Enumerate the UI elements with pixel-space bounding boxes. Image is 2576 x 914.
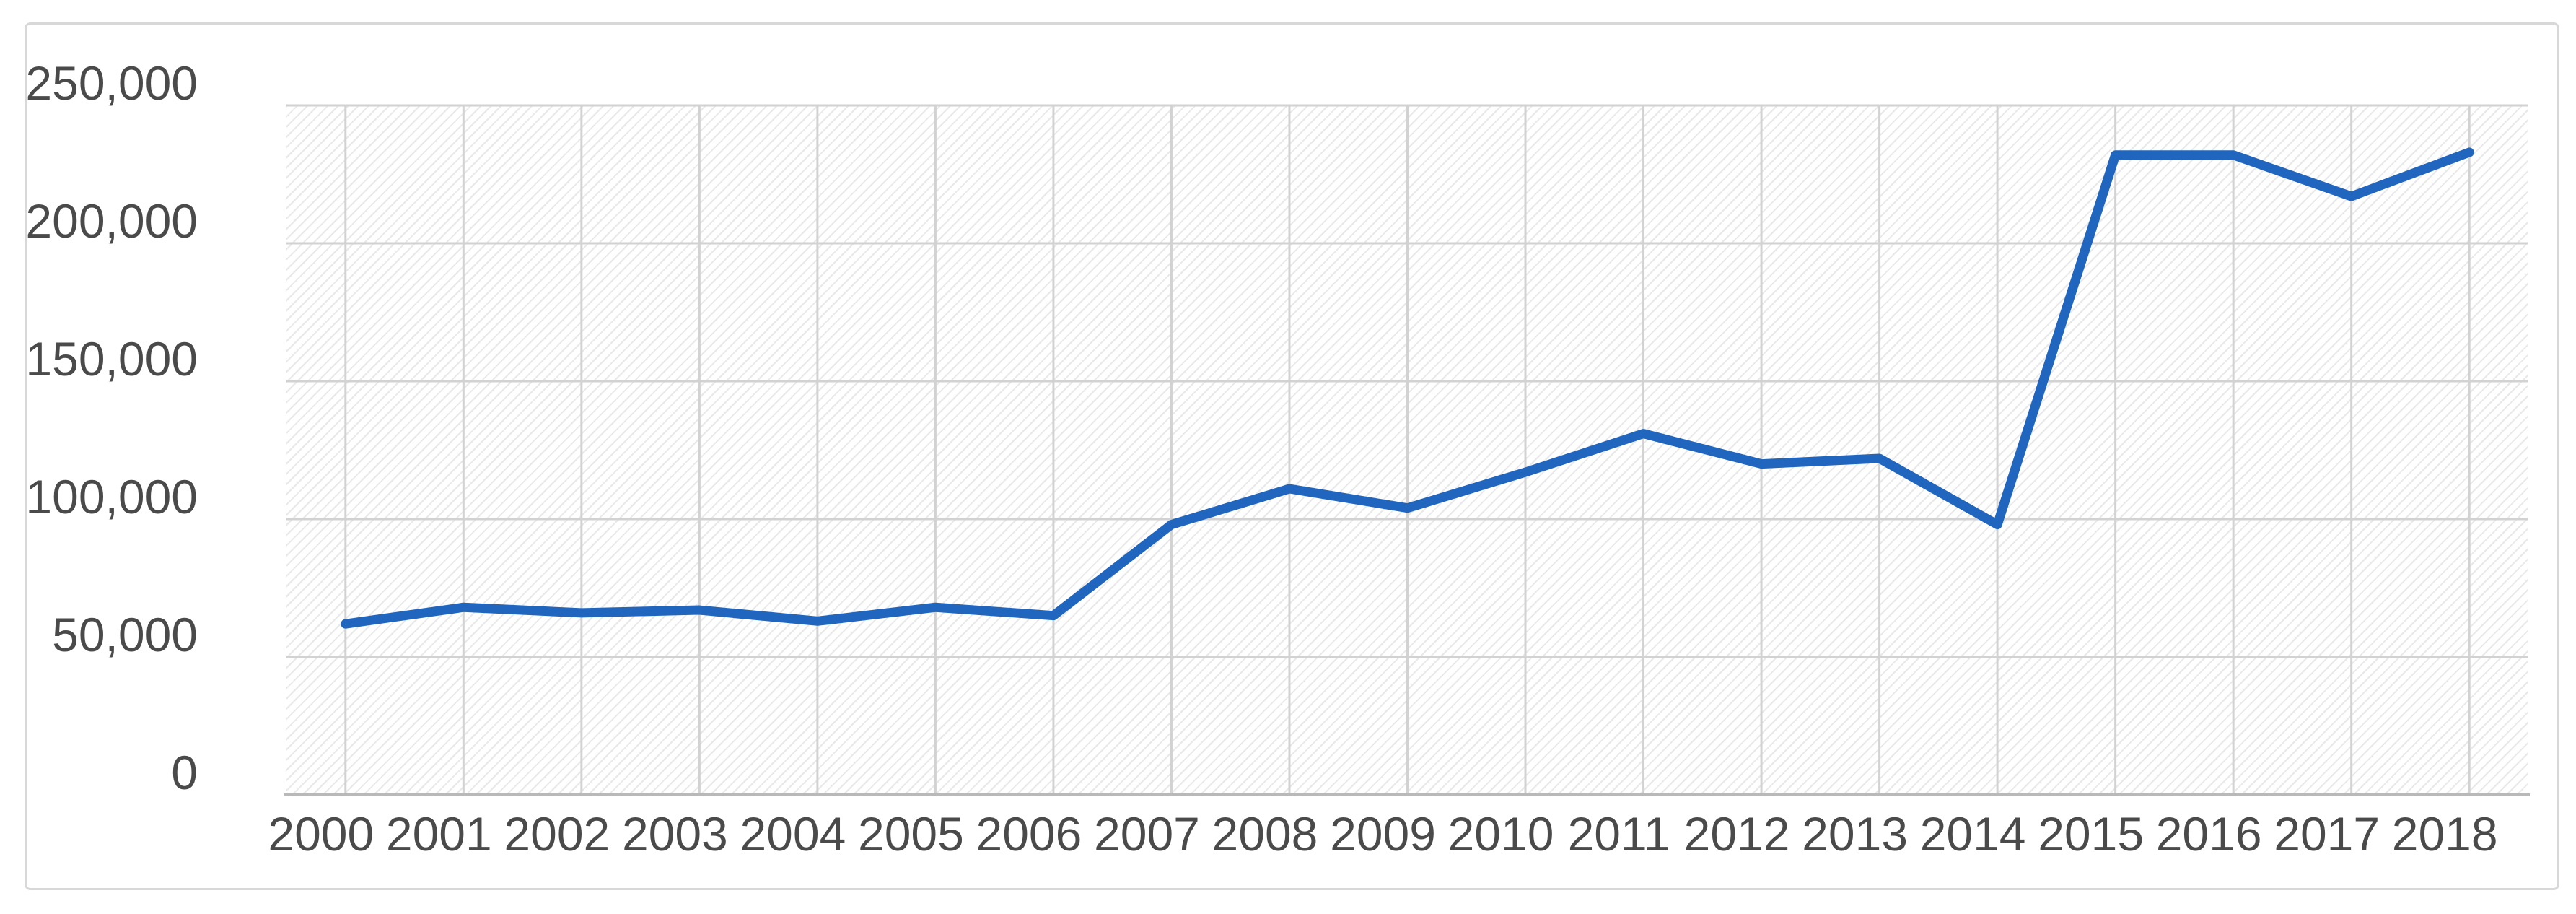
- y-tick-label: 200,000: [25, 194, 198, 248]
- x-tick-label: 2009: [1330, 807, 1436, 861]
- x-tick-label: 2001: [385, 807, 492, 861]
- y-tick-label: 150,000: [25, 332, 198, 386]
- plot-area: [284, 104, 2530, 796]
- x-tick-label: 2011: [1567, 807, 1670, 861]
- x-tick-label: 2013: [1802, 807, 1908, 861]
- x-tick-label: 2016: [2155, 807, 2262, 861]
- x-tick-label: 2002: [504, 807, 610, 861]
- x-tick-label: 2017: [2274, 807, 2380, 861]
- x-tick-label: 2003: [621, 807, 728, 861]
- data-series-line: [341, 147, 2474, 629]
- series-polyline: [341, 147, 2474, 629]
- x-tick-label: 2004: [740, 807, 846, 861]
- x-tick-label: 2015: [2038, 807, 2145, 861]
- line-chart-svg: [284, 104, 2530, 796]
- y-tick-label: 0: [171, 746, 198, 799]
- x-tick-label: 2012: [1683, 807, 1790, 861]
- chart-frame: 0 50,000 100,000 150,000 200,000 250,000 2000…: [25, 22, 2559, 890]
- gridlines: [286, 104, 2528, 795]
- y-tick-label: 250,000: [25, 56, 198, 110]
- x-tick-label: 2006: [976, 807, 1082, 861]
- y-tick-label: 100,000: [25, 470, 198, 523]
- x-tick-label: 2014: [1919, 807, 2026, 861]
- x-tick-label: 2007: [1094, 807, 1200, 861]
- x-tick-label: 2005: [857, 807, 964, 861]
- x-tick-label: 2000: [268, 807, 374, 861]
- x-tick-label: 2008: [1212, 807, 1318, 861]
- y-tick-label: 50,000: [52, 608, 198, 661]
- x-tick-label: 2018: [2391, 807, 2498, 861]
- x-tick-label: 2010: [1447, 807, 1554, 861]
